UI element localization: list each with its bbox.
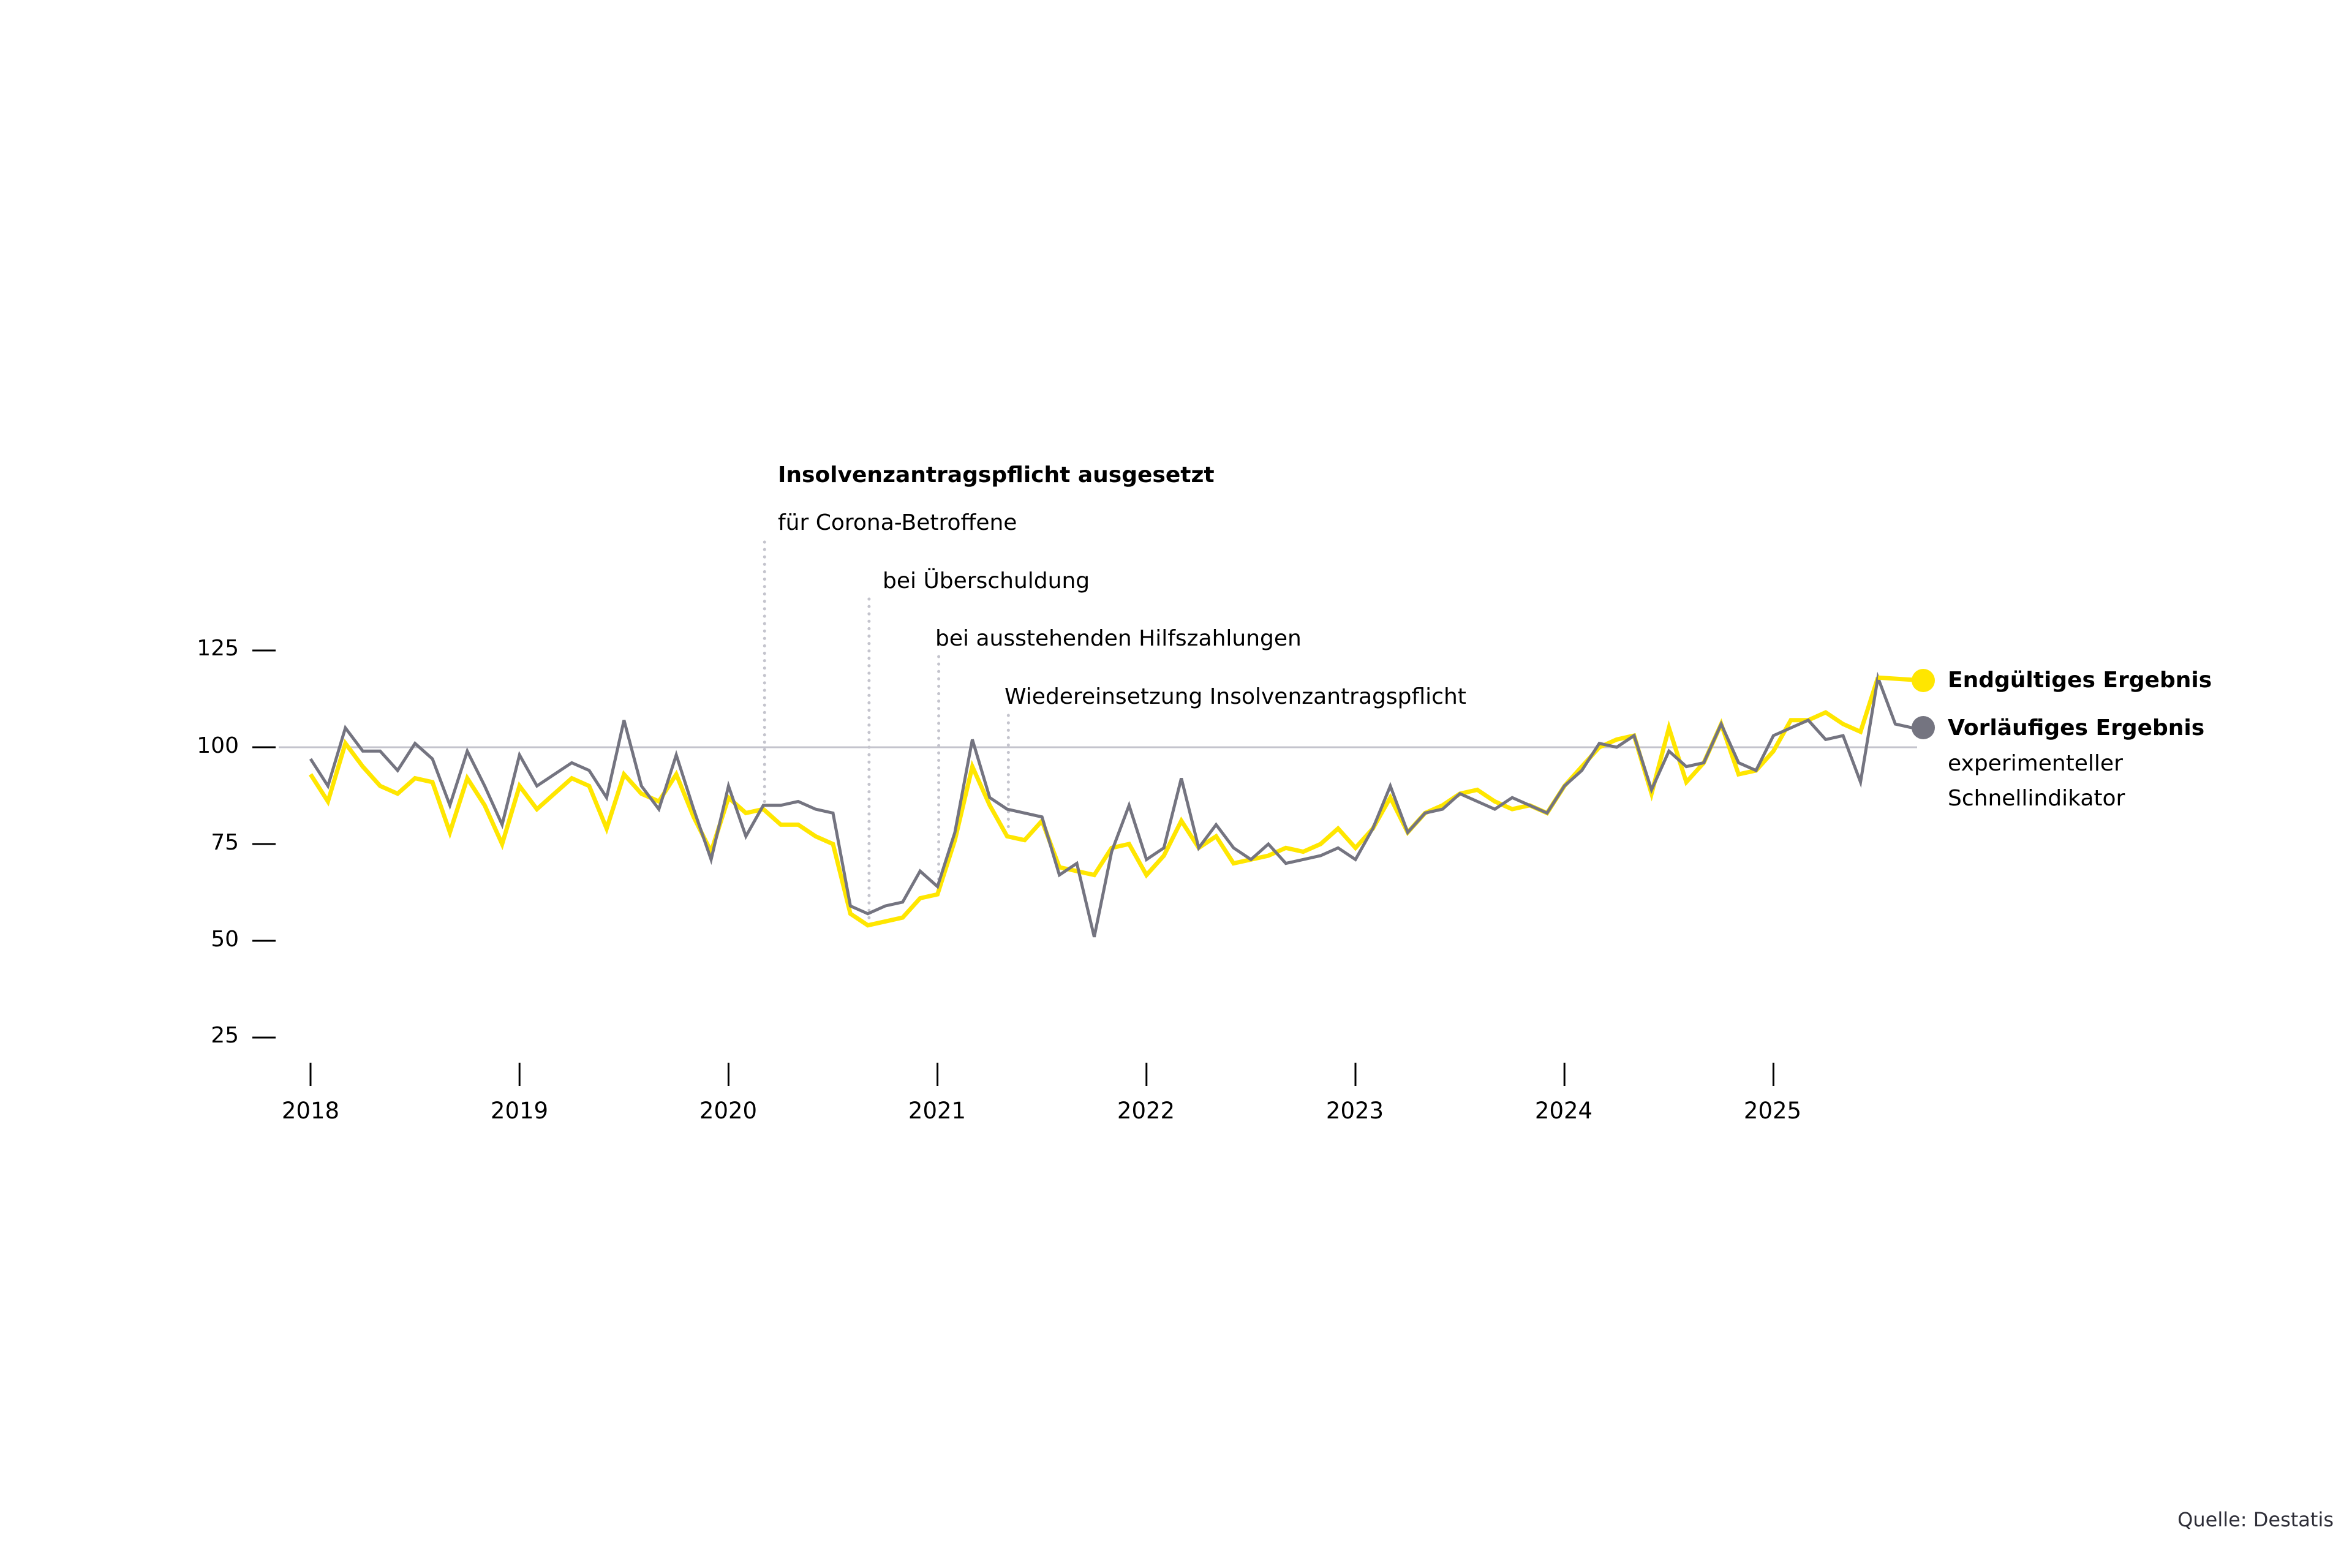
annotation-lines <box>763 540 1010 922</box>
annotation-ueberschuldung: bei Überschuldung <box>883 568 1090 594</box>
y-label-50: 50 <box>211 927 239 952</box>
y-label-100: 100 <box>197 733 239 758</box>
legend-sub-schnellindikator: Schnellindikator <box>1948 786 2125 811</box>
y-label-25: 25 <box>211 1023 239 1048</box>
x-label-2024: 2024 <box>1534 1098 1593 1124</box>
x-label-2023: 2023 <box>1325 1098 1384 1124</box>
y-axis-ticks <box>252 649 276 1039</box>
legend-label-preliminary: Vorläufiges Ergebnis <box>1948 715 2205 741</box>
source-note: Quelle: Destatis <box>2177 1508 2334 1531</box>
legend-sub-experimental: experimenteller <box>1948 751 2123 776</box>
annotation-wiedereinsetzung: Wiedereinsetzung Insolvenzantragspflicht <box>1005 684 1466 709</box>
legend-label-final: Endgültiges Ergebnis <box>1948 668 2212 693</box>
legend-dot-preliminary-icon <box>1912 716 1935 739</box>
annotation-title: Insolvenzantragspflicht ausgesetzt <box>778 462 1215 488</box>
series-final-line <box>309 677 1880 928</box>
x-label-2019: 2019 <box>490 1098 549 1124</box>
annotation-hilfszahlungen: bei ausstehenden Hilfszahlungen <box>935 626 1302 651</box>
x-label-2021: 2021 <box>908 1098 967 1124</box>
y-label-75: 75 <box>211 830 239 855</box>
x-label-2025: 2025 <box>1743 1098 1802 1124</box>
annotation-corona: für Corona-Betroffene <box>778 510 1017 535</box>
series-preliminary-line <box>309 671 1913 938</box>
legend-dot-final-icon <box>1912 669 1935 692</box>
x-label-2018: 2018 <box>281 1098 340 1124</box>
x-label-2020: 2020 <box>699 1098 758 1124</box>
x-label-2022: 2022 <box>1117 1098 1175 1124</box>
x-axis-ticks <box>309 1063 1774 1086</box>
y-label-125: 125 <box>197 636 239 661</box>
